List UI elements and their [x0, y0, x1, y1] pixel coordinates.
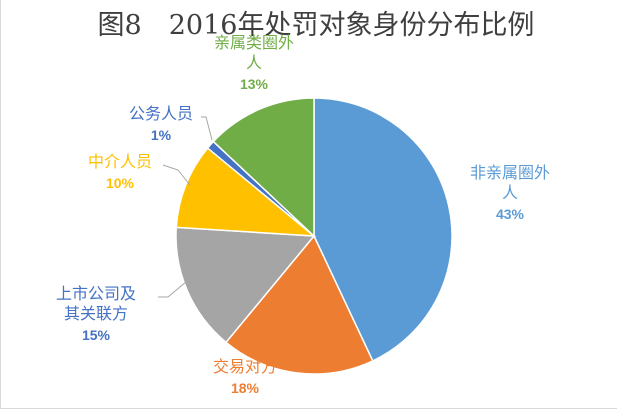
- chart-title: 图8 2016年处罚对象身份分布比例: [98, 10, 535, 41]
- slice-label-1-line-0: 交易对方: [213, 357, 277, 376]
- slice-percent-5: 13%: [240, 76, 269, 92]
- slice-percent-2: 15%: [82, 327, 111, 343]
- slice-label-5-line-1: 人: [246, 53, 262, 72]
- pie-slices: [175, 97, 453, 375]
- slice-label-5-line-0: 亲属类圈外: [214, 33, 294, 52]
- slice-percent-0: 43%: [496, 206, 525, 222]
- pie-slice-3: [175, 146, 317, 237]
- pie-slice-2: [175, 226, 316, 344]
- slice-label-0-line-1: 人: [502, 183, 518, 202]
- slice-percent-1: 18%: [231, 380, 260, 396]
- slice-label-3-line-0: 中介人员: [88, 152, 152, 171]
- slice-percent-3: 10%: [106, 175, 135, 191]
- leader-lines: [158, 116, 213, 298]
- leader-line-4: [201, 116, 213, 141]
- pie-slice-1: [224, 234, 374, 375]
- leader-line-3: [162, 164, 191, 186]
- leader-line-2: [158, 275, 194, 298]
- pie-slice-5: [212, 97, 315, 238]
- pie-slice-0: [313, 97, 453, 362]
- slice-percent-4: 1%: [151, 127, 172, 143]
- slice-label-0-line-0: 非亲属圈外: [470, 163, 550, 182]
- slice-label-2-line-0: 上市公司及: [56, 284, 136, 303]
- slice-label-2-line-1: 其关联方: [64, 304, 128, 323]
- slice-label-4-line-0: 公务人员: [129, 104, 193, 123]
- data-labels: 非亲属圈外人43%交易对方18%上市公司及其关联方15%中介人员10%公务人员1…: [56, 33, 550, 396]
